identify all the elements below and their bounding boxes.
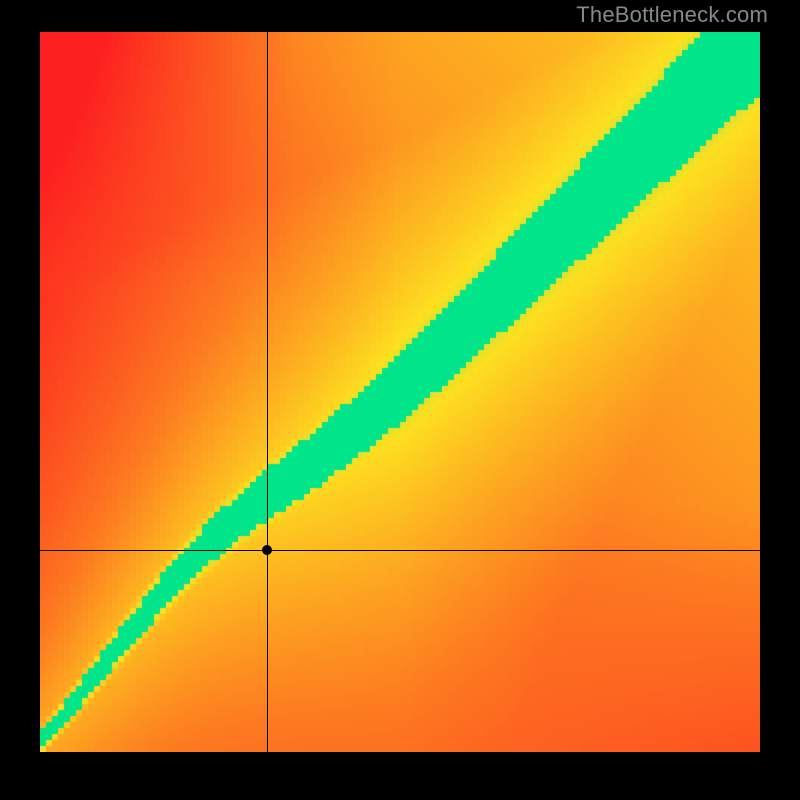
crosshair-vertical: [267, 32, 268, 752]
attribution-text: TheBottleneck.com: [576, 2, 768, 28]
data-point-marker: [262, 545, 272, 555]
heatmap-plot: [40, 32, 760, 752]
crosshair-horizontal: [40, 550, 760, 551]
heatmap-canvas: [40, 32, 760, 752]
chart-frame: TheBottleneck.com: [0, 0, 800, 800]
